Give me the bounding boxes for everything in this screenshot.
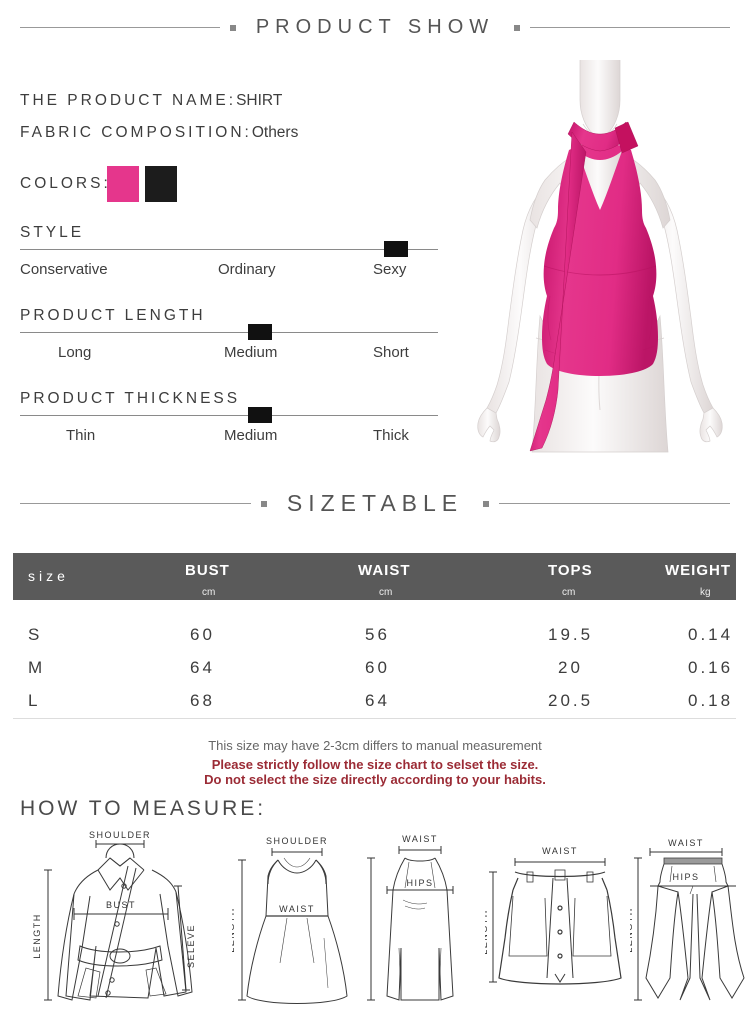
svg-text:SHOULDER: SHOULDER	[266, 836, 328, 846]
svg-text:WAIST: WAIST	[402, 834, 438, 844]
svg-text:SELEVE: SELEVE	[186, 924, 196, 968]
svg-text:WAIST: WAIST	[668, 838, 704, 848]
svg-text:HIPS: HIPS	[406, 878, 433, 888]
svg-text:LENGTH: LENGTH	[32, 913, 42, 959]
svg-text:HIPS: HIPS	[672, 872, 699, 882]
svg-text:LENGTH: LENGTH	[485, 909, 489, 955]
svg-text:BUST: BUST	[106, 900, 136, 910]
svg-text:LENGTH: LENGTH	[630, 907, 634, 953]
svg-text:WAIST: WAIST	[279, 904, 315, 914]
svg-text:SHOULDER: SHOULDER	[89, 830, 151, 840]
svg-text:LENGTH: LENGTH	[232, 907, 236, 953]
svg-text:WAIST: WAIST	[542, 846, 578, 856]
